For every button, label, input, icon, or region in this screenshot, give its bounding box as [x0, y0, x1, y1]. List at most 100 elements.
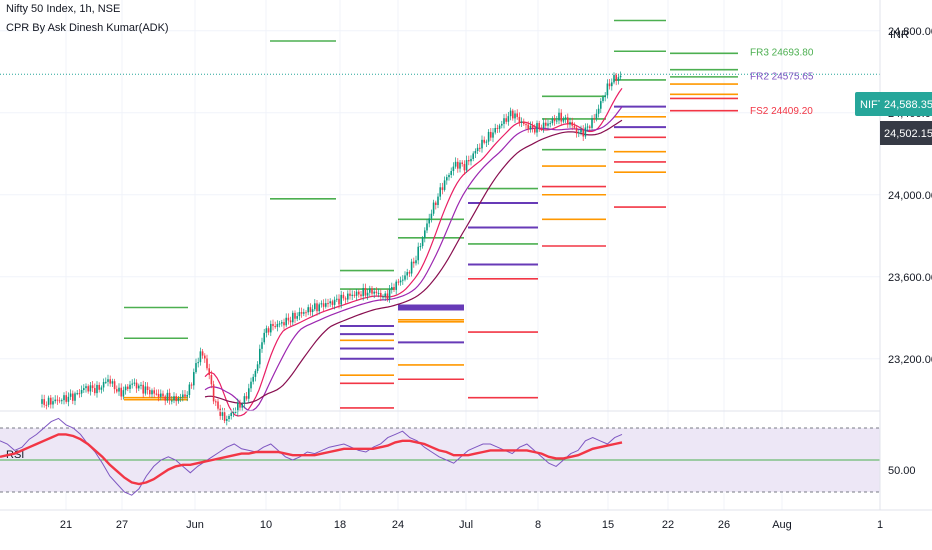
candle-body	[540, 128, 543, 130]
y-tick-label: 23,600.00	[888, 272, 932, 284]
candle-body	[113, 381, 116, 390]
candle-body	[274, 326, 276, 328]
x-tick-label: 1	[877, 519, 883, 531]
candle-body	[102, 381, 105, 388]
candle-body	[584, 127, 587, 137]
candle-body	[208, 368, 210, 376]
candle-body	[375, 291, 378, 294]
candle-body	[52, 401, 54, 405]
candle-body	[210, 375, 213, 385]
candle-body	[232, 411, 235, 413]
candle-body	[175, 396, 177, 402]
currency-label[interactable]: INR	[890, 29, 909, 41]
candle-body	[184, 394, 186, 397]
candle-body	[364, 288, 367, 296]
candle-body	[162, 393, 164, 397]
candle-body	[50, 397, 52, 405]
candle-body	[157, 393, 160, 397]
price-tags: NIFTY 24,588.35 24,502.15	[855, 92, 932, 145]
candle-body	[285, 317, 287, 326]
candle-body	[613, 75, 615, 83]
candle-body	[487, 131, 490, 142]
candle-body	[54, 399, 56, 402]
candle-body	[100, 387, 103, 390]
candle-body	[459, 162, 461, 169]
x-tick-label: 24	[392, 519, 404, 531]
candle-body	[76, 393, 78, 395]
candle-body	[43, 399, 45, 405]
candle-body	[195, 363, 197, 373]
candle-body	[606, 83, 609, 96]
candle-body	[131, 383, 133, 385]
candle-body	[287, 317, 290, 321]
cpr-tag-label: FS2 24409.20	[750, 106, 813, 117]
candle-body	[507, 116, 510, 122]
candle-body	[373, 291, 375, 294]
candle-body	[256, 364, 259, 371]
indicator-legend[interactable]: CPR By Ask Dinesh Kumar(ADK)	[6, 22, 169, 34]
candle-body	[558, 112, 560, 121]
candle-body	[303, 312, 305, 314]
candle-body	[243, 396, 246, 404]
cpr-levels	[124, 19, 738, 409]
candle-body	[430, 213, 433, 219]
candle-body	[542, 122, 545, 129]
candle-body	[366, 292, 369, 296]
candle-body	[428, 218, 430, 224]
candle-body	[501, 123, 503, 126]
symbol-legend[interactable]: Nifty 50 Index, 1h, NSE	[6, 3, 121, 15]
candle-body	[395, 281, 397, 290]
candle-body	[382, 296, 384, 298]
second-price-tag[interactable]	[880, 121, 932, 145]
candle-body	[432, 202, 435, 214]
candle-body	[450, 171, 452, 175]
candle-body	[151, 390, 153, 395]
candle-body	[327, 303, 329, 305]
candle-body	[329, 301, 331, 304]
candle-body	[377, 292, 380, 294]
candle-body	[399, 280, 402, 283]
candle-body	[353, 294, 356, 296]
candle-body	[193, 372, 195, 386]
candle-body	[182, 394, 184, 398]
candle-body	[85, 386, 87, 389]
candle-body	[393, 287, 395, 290]
candle-body	[58, 400, 61, 402]
candle-body	[56, 399, 59, 401]
candle-body	[294, 312, 296, 319]
candle-body	[206, 358, 208, 369]
candle-body	[91, 385, 94, 389]
candle-body	[463, 163, 466, 171]
candle-body	[105, 381, 107, 383]
candle-body	[197, 362, 199, 364]
moving-average-fast	[204, 87, 623, 417]
candle-body	[226, 418, 228, 421]
candle-body	[525, 124, 527, 126]
candle-body	[355, 291, 358, 296]
candle-body	[338, 298, 340, 305]
last-price-tag[interactable]	[880, 92, 932, 116]
candle-body	[443, 180, 446, 190]
candle-body	[67, 396, 70, 402]
candle-body	[87, 386, 89, 392]
candle-body	[404, 275, 406, 280]
candle-body	[461, 162, 463, 164]
candle-body	[492, 132, 494, 138]
candle-body	[292, 312, 294, 323]
candle-body	[448, 174, 450, 178]
candle-body	[580, 129, 582, 133]
candle-body	[349, 293, 351, 296]
candle-body	[426, 223, 428, 231]
candle-body	[155, 393, 158, 395]
candle-body	[408, 272, 411, 274]
x-tick-label: 26	[718, 519, 730, 531]
candle-body	[520, 121, 523, 123]
candle-body	[600, 101, 602, 109]
candle-body	[474, 151, 477, 154]
x-tick-label: 27	[116, 519, 128, 531]
candle-body	[529, 125, 532, 130]
candle-body	[611, 82, 613, 87]
candle-body	[342, 294, 345, 299]
